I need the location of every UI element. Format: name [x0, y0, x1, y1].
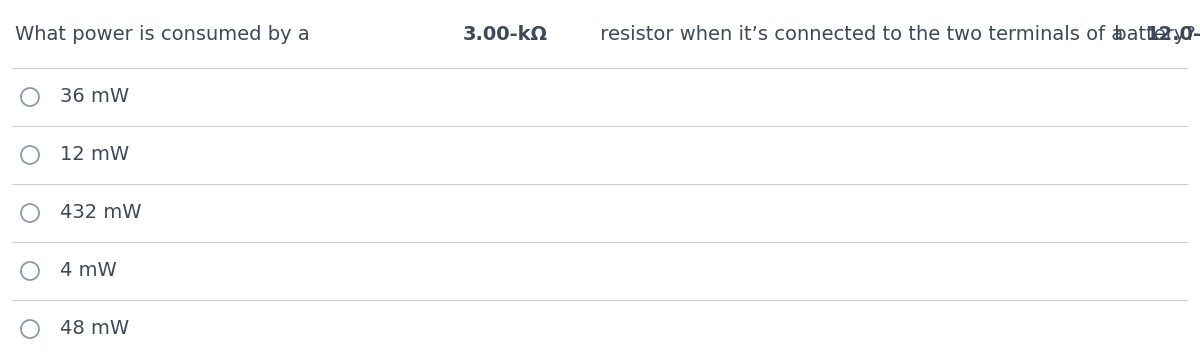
Text: 36 mW: 36 mW — [60, 87, 130, 106]
Text: 12 mW: 12 mW — [60, 145, 130, 165]
Text: 432 mW: 432 mW — [60, 204, 142, 222]
Text: 3.00-kΩ: 3.00-kΩ — [463, 25, 547, 44]
Text: What power is consumed by a: What power is consumed by a — [14, 25, 316, 44]
Text: 4 mW: 4 mW — [60, 261, 116, 280]
Text: resistor when it’s connected to the two terminals of a: resistor when it’s connected to the two … — [594, 25, 1129, 44]
Text: 12.0-V: 12.0-V — [1146, 25, 1200, 44]
Text: 48 mW: 48 mW — [60, 319, 130, 339]
Text: battery?: battery? — [1108, 25, 1195, 44]
